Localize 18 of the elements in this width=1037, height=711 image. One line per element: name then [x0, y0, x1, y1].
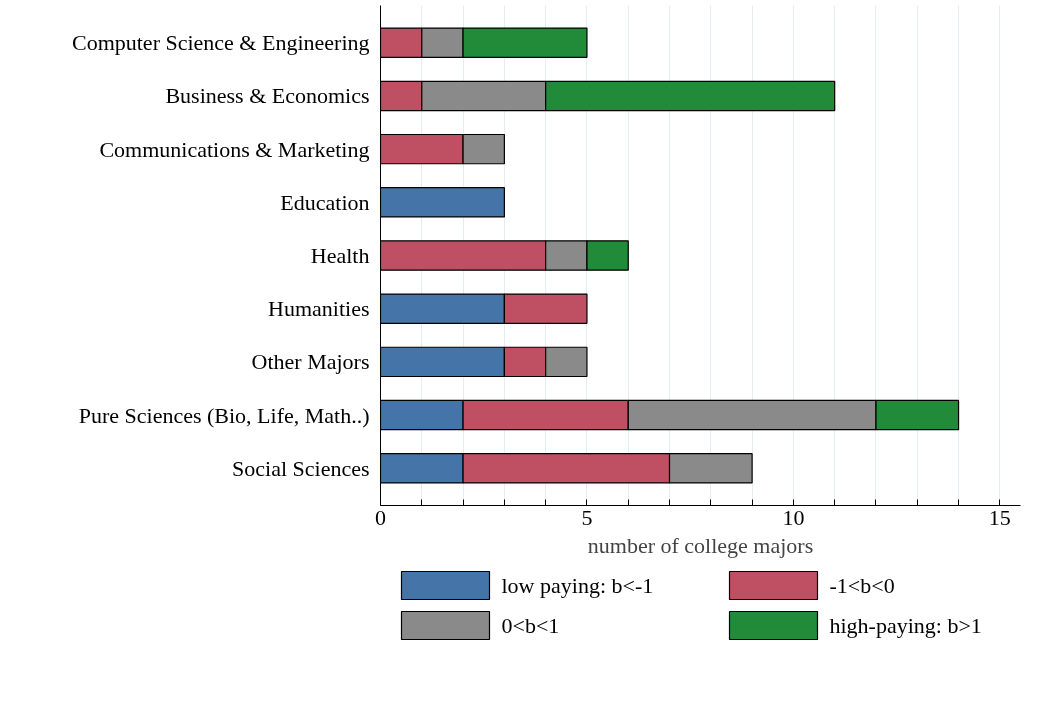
y-tick-label: Pure Sciences (Bio, Life, Math..) — [78, 402, 370, 428]
y-tick-label: Communications & Marketing — [99, 136, 370, 162]
legend-label: -1<b<0 — [829, 573, 895, 598]
y-tick-label: Computer Science & Engineering — [71, 30, 370, 56]
y-tick-label: Social Sciences — [232, 455, 370, 481]
y-tick-label: Other Majors — [251, 349, 370, 375]
legend-label: high-paying: b>1 — [829, 613, 982, 638]
legend-label: 0<b<1 — [501, 613, 560, 638]
x-tick-label: 10 — [782, 504, 805, 530]
y-tick-label: Education — [280, 189, 370, 215]
x-tick-label: 5 — [581, 504, 593, 530]
y-tick-label: Humanities — [268, 296, 370, 322]
y-tick-label: Business & Economics — [165, 83, 370, 109]
legend-label: low paying: b<-1 — [501, 573, 654, 598]
x-axis-title: number of college majors — [587, 532, 814, 558]
x-tick-label: 15 — [988, 504, 1011, 530]
x-tick-label: 0 — [375, 504, 386, 530]
y-tick-label: Health — [310, 243, 370, 268]
